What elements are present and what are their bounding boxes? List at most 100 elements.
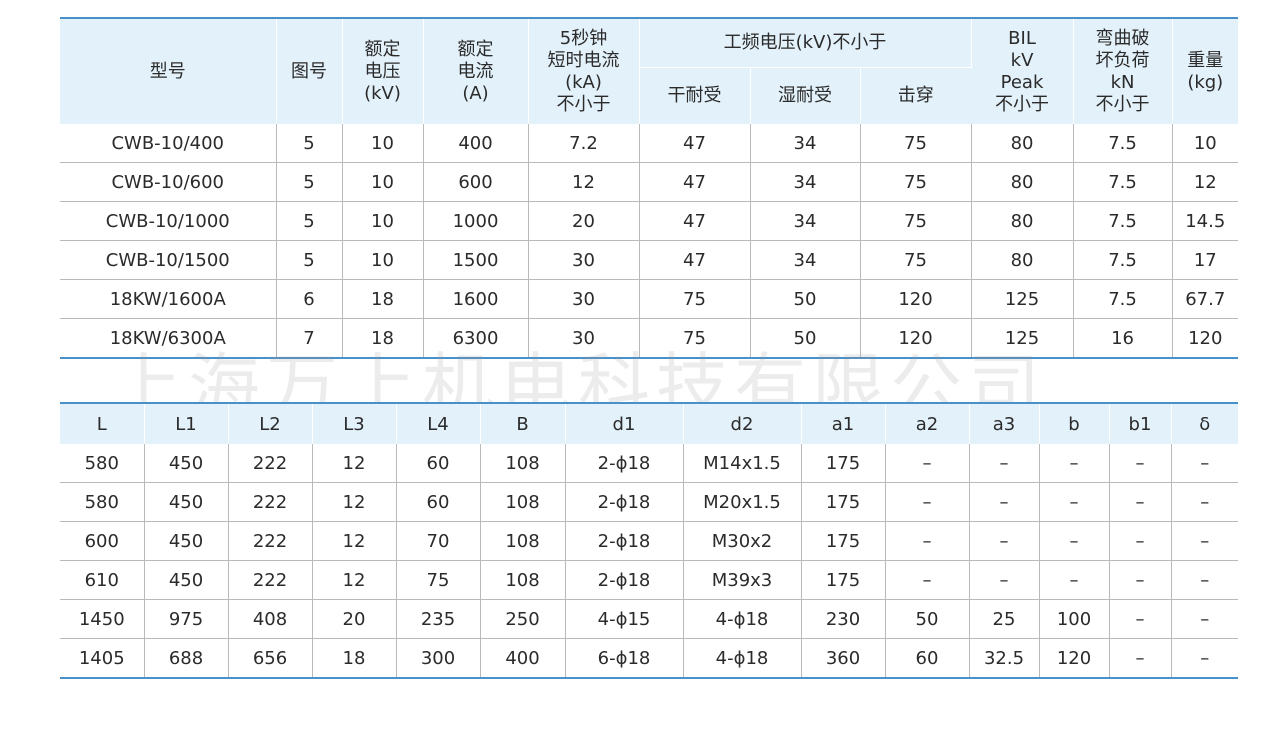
spec-cell: 80 [971, 162, 1074, 202]
spec-cell: 10 [342, 240, 424, 280]
dim-cell: – [1039, 521, 1110, 561]
dim-cell: – [1109, 521, 1172, 561]
dim-cell: – [1109, 444, 1172, 483]
dim-cell: 235 [396, 599, 481, 639]
dim-cell: 32.5 [969, 638, 1040, 678]
spec-cell: 34 [750, 162, 861, 202]
spec-cell: 14.5 [1172, 201, 1239, 241]
dim-cell: 108 [480, 482, 566, 522]
spec-cell: 120 [860, 318, 972, 358]
spec-cell: 34 [750, 124, 861, 163]
spec-cell: 1500 [423, 240, 529, 280]
dim-cell: 975 [144, 599, 229, 639]
dim-cell: – [1171, 482, 1238, 522]
dim-cell: M20x1.5 [683, 482, 802, 522]
dim-cell: – [885, 560, 970, 600]
spec-cell: 18KW/1600A [60, 279, 277, 319]
dim-row: 580 450 222 12 60 108 2-ϕ18 M20x1.5 175– – – – – [60, 482, 1238, 522]
dim-header-cell: b1 [1109, 403, 1172, 444]
header-bil: BIL kV Peak 不小于 [971, 18, 1074, 124]
dim-cell: 18 [312, 638, 397, 678]
spec-cell: 67.7 [1172, 279, 1239, 319]
dim-cell: 2-ϕ18 [565, 521, 684, 561]
dim-header-cell: L2 [228, 403, 313, 444]
spec-cell: 75 [860, 124, 972, 163]
dim-cell: 70 [396, 521, 481, 561]
spec-cell: 5 [276, 124, 343, 163]
dim-cell: – [1109, 560, 1172, 600]
dim-cell: 300 [396, 638, 481, 678]
dim-header-cell: a2 [885, 403, 970, 444]
dim-cell: – [1171, 638, 1238, 678]
dim-cell: 610 [60, 560, 145, 600]
dim-cell: 450 [144, 521, 229, 561]
dim-cell: 400 [480, 638, 566, 678]
spec-cell: 18 [342, 279, 424, 319]
spec-cell: 10 [342, 201, 424, 241]
header-short-current: 5秒钟 短时电流 (kA) 不小于 [528, 18, 640, 124]
header-weight: 重量 (kg) [1172, 18, 1239, 124]
dim-cell: 20 [312, 599, 397, 639]
dim-cell: 108 [480, 444, 566, 483]
header-dry-withstand: 干耐受 [639, 67, 751, 124]
spec-row: CWB-10/600 5 10 600 12 47 34 75 80 7.5 12 [60, 162, 1239, 202]
spec-cell: 6 [276, 279, 343, 319]
dim-cell: 250 [480, 599, 566, 639]
dim-cell: 656 [228, 638, 313, 678]
dim-cell: 12 [312, 521, 397, 561]
dim-cell: – [1171, 599, 1238, 639]
spec-cell: 5 [276, 201, 343, 241]
dim-header-cell: L4 [396, 403, 481, 444]
dim-cell: 688 [144, 638, 229, 678]
dim-header-cell: a3 [969, 403, 1040, 444]
dim-cell: 222 [228, 444, 313, 483]
spec-cell: 12 [528, 162, 640, 202]
dim-header-cell: B [480, 403, 566, 444]
spec-cell: 20 [528, 201, 640, 241]
spec-cell: 47 [639, 162, 751, 202]
spec-cell: 30 [528, 240, 640, 280]
dim-row: 1405 688 656 18 300 400 6-ϕ18 4-ϕ18 360 60 32.5 120… [60, 638, 1238, 678]
dim-cell: 1405 [60, 638, 145, 678]
spec-cell: 10 [1193, 132, 1217, 154]
dim-cell: 12 [312, 444, 397, 483]
header-bending-load: 弯曲破 坏负荷 kN 不小于 [1073, 18, 1173, 124]
dim-cell: M14x1.5 [683, 444, 802, 483]
spec-cell: 7.5 [1073, 124, 1173, 163]
dim-cell: 230 [801, 599, 886, 639]
dim-cell: – [969, 560, 1040, 600]
dim-header-cell: d1 [565, 403, 684, 444]
dim-cell: 600 [60, 521, 145, 561]
spec-cell: 80 [971, 124, 1074, 163]
dim-header-cell: d2 [683, 403, 802, 444]
spec-cell: CWB-10/1500 [60, 240, 277, 280]
dim-cell: 4-ϕ15 [565, 599, 684, 639]
header-model: 型号 [60, 18, 277, 124]
dim-cell: – [969, 482, 1040, 522]
spec-cell: 12 [1172, 162, 1239, 202]
dim-cell: 12 [312, 482, 397, 522]
dim-cell: – [1109, 599, 1172, 639]
spec-cell: 7.5 [1073, 201, 1173, 241]
dim-cell: – [1171, 560, 1238, 600]
dim-header-cell: L3 [312, 403, 397, 444]
dim-cell: 222 [228, 560, 313, 600]
header-rated-current: 额定 电流 (A) [423, 18, 529, 124]
dim-cell: 175 [801, 444, 886, 483]
dim-cell: M39x3 [683, 560, 802, 600]
dim-cell: 60 [885, 638, 970, 678]
dim-cell: 222 [228, 521, 313, 561]
dim-cell: M30x2 [683, 521, 802, 561]
spec-cell: 47 [639, 240, 751, 280]
spec-cell: 120 [1172, 318, 1239, 358]
spec-cell: CWB-10/600 [60, 162, 277, 202]
header-power-frequency: 工频电压(kV)不小于 [639, 18, 972, 68]
dim-cell: 50 [885, 599, 970, 639]
dim-cell: 2-ϕ18 [565, 560, 684, 600]
spec-cell: 50 [750, 318, 861, 358]
spec-cell: 75 [860, 201, 972, 241]
header-rated-voltage: 额定 电压 (kV) [342, 18, 424, 124]
spec-cell: 75 [639, 318, 751, 358]
dim-header-cell: a1 [801, 403, 886, 444]
